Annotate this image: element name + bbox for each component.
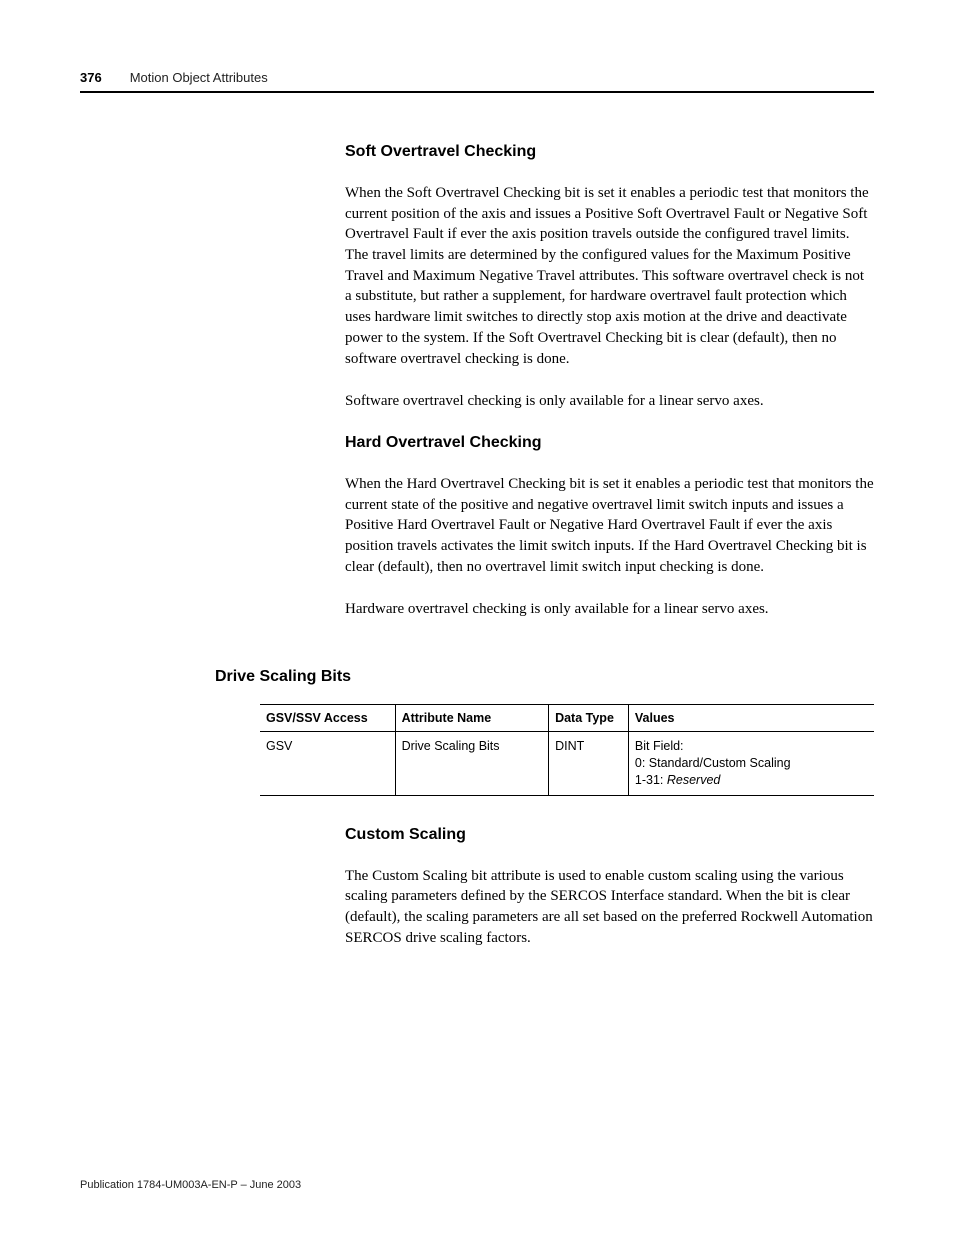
paragraph-custom-scaling: The Custom Scaling bit attribute is used…: [345, 866, 874, 949]
values-line3-prefix: 1-31:: [635, 773, 667, 787]
values-line1: Bit Field:: [635, 739, 684, 753]
td-attr-name: Drive Scaling Bits: [395, 732, 549, 796]
drive-scaling-table: GSV/SSV Access Attribute Name Data Type …: [260, 704, 874, 796]
page-header: 376 Motion Object Attributes: [80, 70, 874, 93]
th-attr-name: Attribute Name: [395, 705, 549, 732]
values-line3-italic: Reserved: [667, 773, 721, 787]
th-values: Values: [628, 705, 874, 732]
paragraph-soft-1: When the Soft Overtravel Checking bit is…: [345, 183, 874, 369]
table-header-row: GSV/SSV Access Attribute Name Data Type …: [260, 705, 874, 732]
table-row: GSV Drive Scaling Bits DINT Bit Field: 0…: [260, 732, 874, 796]
footer-publication: Publication 1784-UM003A-EN-P – June 2003: [80, 1179, 301, 1191]
page-number: 376: [80, 70, 102, 85]
paragraph-hard-1: When the Hard Overtravel Checking bit is…: [345, 474, 874, 577]
heading-hard-overtravel: Hard Overtravel Checking: [345, 434, 874, 452]
heading-soft-overtravel: Soft Overtravel Checking: [345, 143, 874, 161]
th-access: GSV/SSV Access: [260, 705, 395, 732]
values-line2: 0: Standard/Custom Scaling: [635, 756, 791, 770]
paragraph-hard-2: Hardware overtravel checking is only ava…: [345, 599, 874, 620]
th-data-type: Data Type: [549, 705, 629, 732]
td-data-type: DINT: [549, 732, 629, 796]
heading-custom-scaling: Custom Scaling: [345, 826, 874, 844]
td-values: Bit Field: 0: Standard/Custom Scaling 1-…: [628, 732, 874, 796]
side-heading-drive-scaling: Drive Scaling Bits: [215, 668, 351, 686]
td-access: GSV: [260, 732, 395, 796]
paragraph-soft-2: Software overtravel checking is only ava…: [345, 391, 874, 412]
header-title: Motion Object Attributes: [130, 70, 268, 85]
